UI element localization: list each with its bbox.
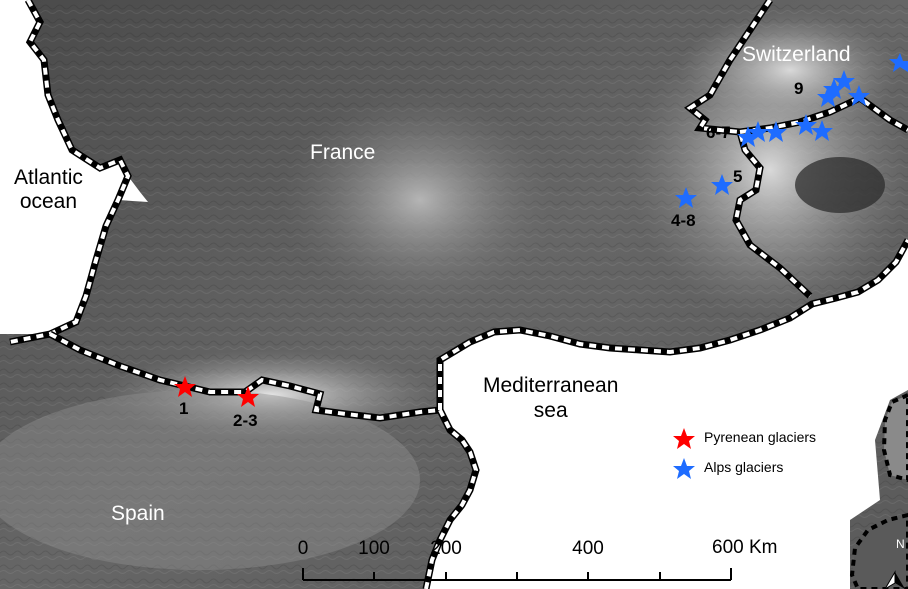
site-number-1: 1 [179,399,189,418]
mediterranean-line1: Mediterranean [483,374,619,397]
switzerland-plateau [680,10,900,130]
sardinia-island [849,512,908,589]
lake-geneva [795,157,885,213]
site-number-9: 9 [794,79,804,98]
alps-glacier-markers [675,53,908,208]
atlantic-ocean-line2: ocean [19,190,78,213]
region-label-spain: Spain [111,502,165,525]
scale-bar [302,568,732,581]
legend-alps-star-icon [673,458,695,479]
north-arrow-icon [884,570,905,589]
alps-glacier-star [811,120,833,141]
atlantic-ocean-label: Atlantic ocean [14,167,83,212]
region-label-switzerland: Switzerland [742,43,851,66]
legend-label-pyrenean: Pyrenean glaciers [704,429,817,445]
north-arrow-letter: N [896,537,905,551]
massif-central-relief [280,90,560,310]
region-label-france: France [310,141,376,164]
spain-relief [0,390,420,570]
scale-tick-0: 0 [297,538,309,559]
site-number-5: 5 [733,167,743,186]
alps-glacier-star [711,174,733,195]
mediterranean-line2: sea [533,399,568,422]
alps-glacier-star [747,121,769,142]
alps-glacier-star [737,126,759,147]
mediterranean-sea-label: Mediterranean sea [483,375,618,421]
alps-glacier-star [889,53,908,72]
alps-glacier-star [795,114,817,135]
alps-glacier-star [675,187,697,208]
scale-tick-600-km: 600 Km [712,537,778,558]
pyrenean-glacier-star-1 [174,376,196,397]
atlantic-ocean-line1: Atlantic [14,166,83,189]
corsica-island [881,392,908,483]
alps-glacier-star [833,70,855,91]
scale-tick-100: 100 [358,538,390,559]
site-number-2-3: 2-3 [233,411,258,430]
legend-label-alps: Alps glaciers [704,459,784,475]
alps-glacier-star [765,121,787,142]
site-number-6-7: 6-7 [706,123,731,142]
mediterranean-sea [426,240,908,589]
legend-pyrenean-star-icon [673,428,695,449]
pyrenean-glacier-star-2-3 [237,386,259,407]
scale-tick-400: 400 [572,538,604,559]
site-number-4-8: 4-8 [671,211,696,230]
alps-glacier-star [823,78,845,99]
alps-glacier-star [848,85,870,106]
scale-tick-200: 200 [430,538,462,559]
pyrenean-glacier-markers [174,376,259,407]
